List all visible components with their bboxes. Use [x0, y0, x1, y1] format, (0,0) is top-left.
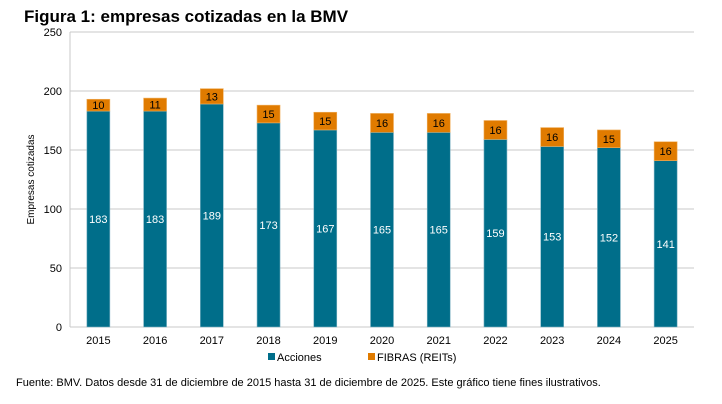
- bar-fibras: [256, 104, 281, 124]
- data-label: 15: [603, 134, 615, 146]
- chart-title: Figura 1: empresas cotizadas en la BMV: [24, 7, 349, 26]
- data-label: 183: [146, 214, 164, 226]
- data-label: 16: [376, 118, 388, 130]
- x-tick-label: 2025: [653, 335, 677, 347]
- bar-fibras: [426, 113, 451, 133]
- y-tick-label: 50: [50, 263, 62, 275]
- y-axis-label: Empresas cotizadas: [26, 134, 37, 224]
- data-label: 165: [373, 225, 391, 237]
- data-label: 167: [316, 223, 334, 235]
- y-tick-label: 250: [44, 27, 62, 39]
- source-footnote: Fuente: BMV. Datos desde 31 de diciembre…: [16, 377, 601, 389]
- data-label: 189: [203, 210, 221, 222]
- x-tick-label: 2016: [143, 335, 167, 347]
- y-tick-label: 0: [56, 322, 62, 334]
- data-label: 13: [206, 91, 218, 103]
- x-tick-label: 2015: [86, 335, 110, 347]
- data-label: 141: [656, 239, 674, 251]
- data-label: 173: [259, 220, 277, 232]
- bar-fibras: [597, 129, 621, 148]
- data-label: 15: [319, 116, 331, 128]
- data-label: 15: [262, 109, 274, 121]
- legend-swatch: [368, 353, 375, 360]
- data-label: 11: [149, 100, 160, 112]
- bar-fibras: [143, 97, 167, 112]
- data-label: 165: [430, 225, 448, 237]
- x-tick-label: 2021: [426, 335, 450, 347]
- bar-fibras: [86, 98, 111, 112]
- x-tick-label: 2017: [200, 335, 224, 347]
- data-label: 16: [546, 132, 558, 144]
- bar-fibras: [313, 111, 338, 131]
- bar-fibras: [653, 141, 678, 161]
- legend-label: Acciones: [277, 352, 322, 364]
- x-tick-label: 2020: [370, 335, 394, 347]
- data-label: 16: [433, 118, 445, 130]
- data-label: 152: [600, 232, 618, 244]
- legend-swatch: [268, 353, 275, 360]
- legend-label: FIBRAS (REITs): [377, 352, 456, 364]
- data-label: 16: [660, 146, 672, 158]
- bar-fibras: [540, 127, 564, 147]
- y-tick-label: 200: [44, 86, 62, 98]
- bar-fibras: [483, 120, 508, 140]
- x-tick-label: 2023: [540, 335, 564, 347]
- data-label: 159: [486, 228, 504, 240]
- x-tick-label: 2018: [256, 335, 280, 347]
- x-tick-label: 2019: [313, 335, 337, 347]
- data-label: 10: [92, 100, 104, 112]
- x-tick-label: 2024: [597, 335, 621, 347]
- y-tick-label: 100: [44, 204, 62, 216]
- data-label: 16: [489, 125, 501, 137]
- data-label: 183: [89, 214, 107, 226]
- bar-fibras: [370, 113, 394, 133]
- bar-fibras: [200, 88, 224, 105]
- y-tick-label: 150: [44, 145, 62, 157]
- data-label: 153: [543, 232, 561, 244]
- x-tick-label: 2022: [483, 335, 507, 347]
